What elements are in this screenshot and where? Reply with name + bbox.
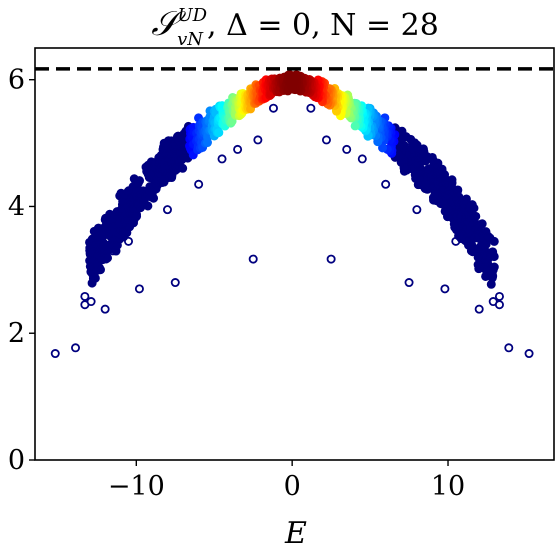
title-superscript: UD — [178, 5, 208, 26]
density-point — [378, 143, 388, 153]
plot-frame — [34, 47, 555, 461]
density-point — [135, 176, 145, 186]
density-point — [132, 211, 142, 221]
outlier-point — [134, 284, 144, 294]
density-point — [178, 163, 188, 173]
title-subscript: vN — [177, 29, 204, 50]
outlier-point — [321, 135, 331, 145]
outlier-point — [306, 103, 316, 113]
x-axis-title: E — [284, 516, 307, 550]
title-rest: , Δ = 0, N = 28 — [207, 8, 439, 43]
outlier-point — [524, 349, 534, 359]
outlier-point — [80, 291, 90, 301]
x-tick-label: −10 — [108, 471, 165, 502]
outlier-point — [268, 103, 278, 113]
outlier-point — [326, 254, 336, 264]
y-tick-label: 4 — [8, 191, 25, 222]
outlier-point — [357, 154, 367, 164]
y-tick-label: 0 — [8, 445, 25, 476]
outlier-point — [494, 300, 504, 310]
outlier-point — [217, 154, 227, 164]
density-point — [350, 121, 360, 131]
outlier-point — [404, 278, 414, 288]
outlier-point — [194, 179, 204, 189]
outlier-point — [440, 284, 450, 294]
density-point — [486, 279, 496, 289]
y-tick-label: 6 — [8, 65, 25, 96]
x-tick-label: 0 — [284, 471, 301, 502]
outlier-point — [381, 179, 391, 189]
plot-area — [35, 67, 554, 359]
density-point — [287, 82, 297, 92]
outlier-point — [170, 278, 180, 288]
density-point — [103, 253, 113, 263]
outlier-point — [342, 144, 352, 154]
outlier-point — [494, 291, 504, 301]
density-point — [143, 201, 153, 211]
density-point — [481, 271, 491, 281]
outlier-point — [50, 349, 60, 359]
density-point — [214, 128, 224, 138]
outlier-point — [233, 144, 243, 154]
x-tick-label: 10 — [431, 471, 465, 502]
density-point — [95, 265, 105, 275]
outlier-point — [100, 304, 110, 314]
outlier-point — [504, 343, 514, 353]
outlier-point — [86, 297, 96, 307]
axis-ticks: −10 0 10 0 2 4 6 — [8, 65, 465, 502]
outlier-point — [412, 205, 422, 215]
outlier-point — [248, 254, 258, 264]
density-point — [90, 273, 100, 283]
outlier-point — [71, 343, 81, 353]
y-tick-label: 2 — [8, 318, 25, 349]
outlier-point — [253, 135, 263, 145]
density-point — [149, 193, 159, 203]
outlier-point — [474, 304, 484, 314]
density-point — [428, 193, 438, 203]
outlier-point — [162, 205, 172, 215]
density-point — [287, 72, 297, 82]
chart-title: 𝒮UD vN, Δ = 0, N = 28 — [151, 4, 439, 50]
density-point — [473, 260, 483, 270]
